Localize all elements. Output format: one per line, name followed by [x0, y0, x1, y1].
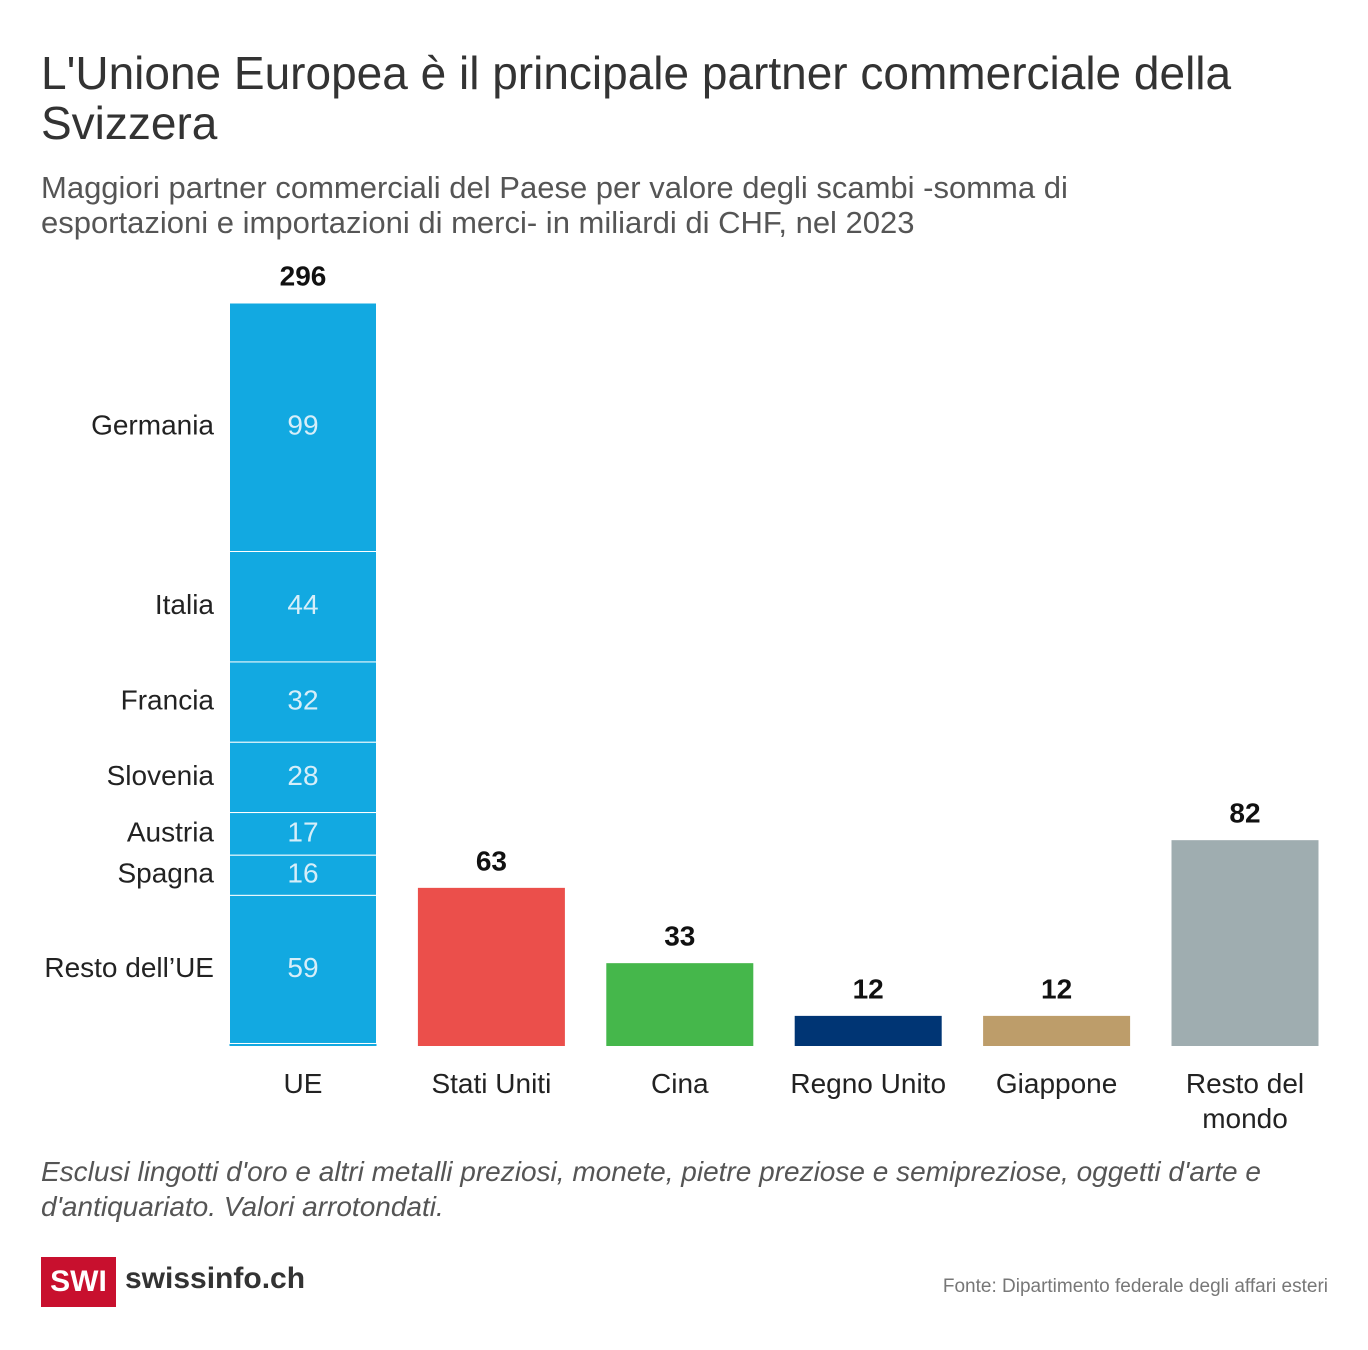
- segment: [229, 302, 377, 553]
- logo-mark: SWI: [41, 1257, 116, 1307]
- value-label: 12: [1041, 973, 1072, 1004]
- segment-value: 28: [287, 760, 318, 791]
- x-tick-label: Resto del mondo: [1185, 1068, 1305, 1134]
- x-tick-label: Cina: [651, 1068, 709, 1099]
- segment-label: Francia: [121, 685, 215, 716]
- subtitle: Maggiori partner commerciali del Paese p…: [41, 170, 1068, 240]
- segment-label: Slovenia: [107, 760, 215, 791]
- x-tick-label: Regno Unito: [790, 1068, 947, 1099]
- value-label: 296: [280, 260, 327, 291]
- segment-label: Italia: [155, 589, 215, 620]
- bar: [983, 1015, 1131, 1046]
- bar: [417, 887, 565, 1046]
- segment-value: 32: [287, 685, 318, 716]
- value-label: 82: [1229, 798, 1260, 829]
- segment-value: 59: [287, 952, 318, 983]
- segment-label: Germania: [91, 410, 214, 441]
- value-label: 12: [853, 973, 884, 1004]
- segment: [229, 551, 377, 663]
- segment-value: 99: [287, 410, 318, 441]
- x-tick-label: Stati Uniti: [431, 1068, 552, 1099]
- segment: [229, 741, 377, 814]
- note: Esclusi lingotti d'oro e altri metalli p…: [41, 1156, 1261, 1222]
- x-tick-label: Giappone: [995, 1068, 1118, 1099]
- bar: [606, 963, 754, 1046]
- segment: [229, 661, 377, 743]
- source: Fonte: Dipartimento federale degli affar…: [942, 1276, 1328, 1297]
- bar: [1171, 840, 1319, 1046]
- segment: [229, 894, 377, 1044]
- logo-text: swissinfo.ch: [125, 1262, 306, 1295]
- value-label: 63: [476, 845, 507, 876]
- x-tick-label: UE: [283, 1068, 323, 1099]
- segment-value: 17: [287, 816, 318, 847]
- segment-label: Austria: [127, 816, 215, 847]
- segment-value: 16: [287, 858, 318, 889]
- segment-label: Spagna: [117, 858, 214, 889]
- value-label: 33: [664, 921, 695, 952]
- segment-label: Resto dell’UE: [44, 952, 214, 983]
- segment-value: 44: [287, 589, 318, 620]
- title: L'Unione Europea è il principale partner…: [41, 47, 1232, 149]
- bar: [794, 1015, 942, 1046]
